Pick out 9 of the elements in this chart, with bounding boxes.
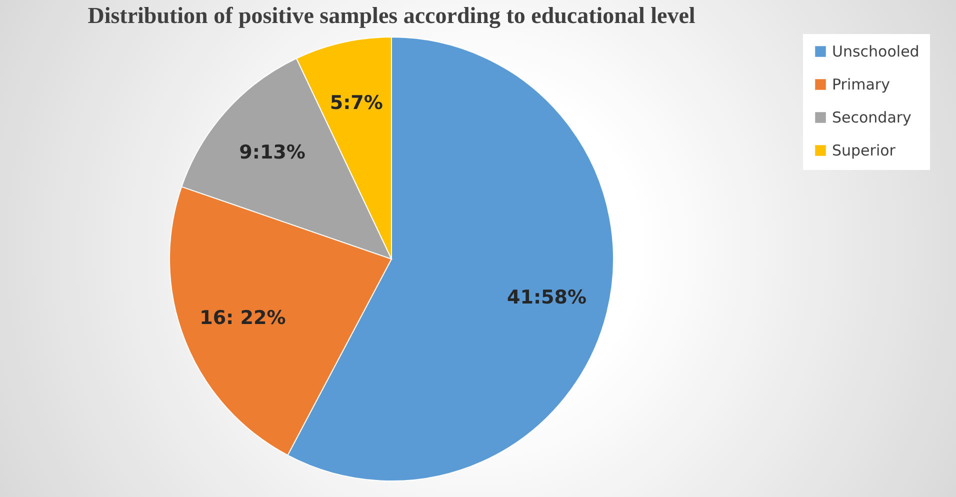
- legend-label: Superior: [832, 142, 896, 160]
- data-label: 41:58%: [507, 286, 587, 309]
- data-label: 5:7%: [330, 92, 383, 114]
- legend-label: Unschooled: [832, 42, 920, 60]
- data-label: 9:13%: [239, 141, 306, 164]
- data-label: 16: 22%: [200, 306, 286, 329]
- legend-label: Secondary: [832, 108, 912, 126]
- chart-title: Distribution of positive samples according to educational level: [88, 3, 696, 29]
- legend-label: Primary: [832, 76, 890, 94]
